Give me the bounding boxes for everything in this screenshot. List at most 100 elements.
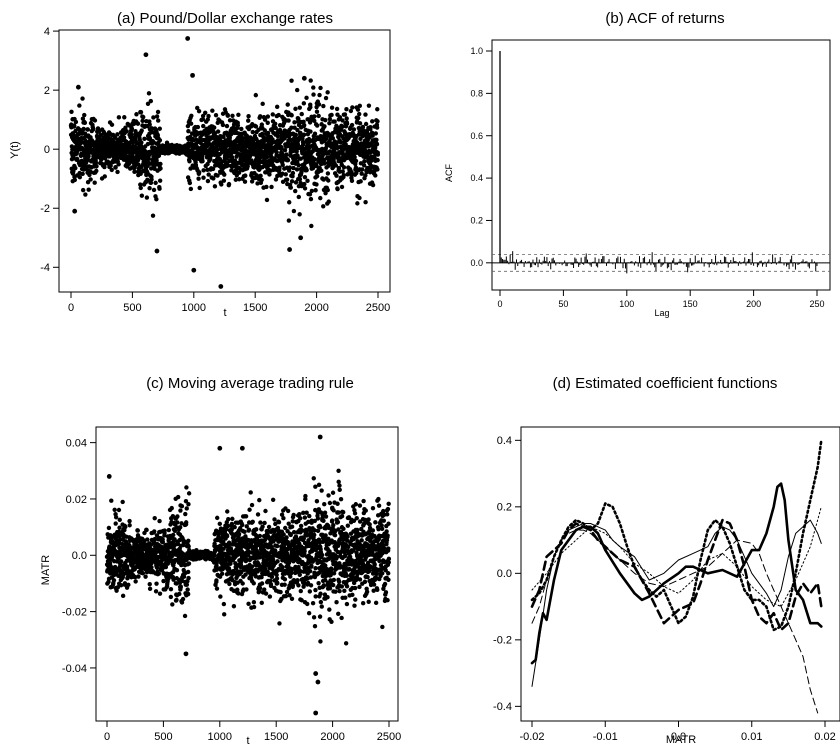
data-point	[217, 521, 222, 527]
data-point	[124, 564, 130, 569]
data-point	[355, 201, 360, 206]
data-point	[304, 167, 309, 173]
data-point	[172, 537, 177, 542]
panel-d-title: (d) Estimated coefficient functions	[553, 375, 778, 392]
data-point	[375, 167, 380, 172]
data-point	[174, 597, 179, 603]
data-point	[129, 126, 135, 131]
data-point	[293, 106, 298, 112]
data-point	[360, 124, 366, 130]
data-point	[246, 527, 252, 532]
data-point	[281, 532, 286, 537]
data-point	[329, 105, 335, 110]
data-point	[357, 121, 363, 126]
data-point	[179, 521, 184, 526]
data-point	[301, 510, 306, 516]
data-point	[317, 92, 322, 98]
data-point	[148, 98, 154, 104]
data-point	[287, 593, 292, 598]
data-point	[314, 182, 319, 187]
data-point	[196, 176, 201, 181]
data-point	[258, 173, 263, 179]
data-point	[277, 165, 282, 170]
data-point	[349, 178, 355, 183]
data-point	[139, 193, 145, 198]
data-point	[359, 167, 365, 172]
data-point	[323, 190, 328, 196]
data-point	[257, 497, 262, 503]
data-point	[289, 524, 295, 529]
data-point	[336, 611, 341, 617]
data-point	[123, 539, 129, 544]
data-point	[246, 118, 251, 123]
data-point	[184, 506, 189, 511]
data-point	[240, 135, 246, 141]
data-point	[335, 501, 340, 506]
data-point	[147, 581, 152, 587]
data-point	[270, 497, 276, 502]
data-point	[144, 195, 150, 200]
data-point	[71, 123, 77, 128]
data-point	[286, 521, 291, 526]
data-point	[363, 112, 368, 117]
data-point	[375, 157, 380, 163]
data-point	[327, 120, 332, 126]
data-point	[262, 520, 267, 526]
data-point	[224, 123, 230, 129]
data-point	[309, 563, 314, 568]
data-point	[270, 557, 276, 562]
data-point	[152, 529, 157, 534]
data-point	[297, 512, 302, 517]
data-point	[334, 140, 339, 145]
data-point	[122, 581, 128, 586]
data-point	[296, 162, 301, 168]
x-tick-label: 0	[497, 299, 502, 309]
data-point	[369, 158, 374, 163]
data-point	[72, 208, 78, 214]
y-tick-label: 0	[44, 144, 50, 156]
data-point	[352, 154, 357, 160]
y-tick-label: 0.8	[470, 89, 483, 99]
data-point	[239, 126, 244, 132]
data-point	[327, 607, 332, 612]
data-point	[170, 602, 175, 607]
data-point	[338, 496, 344, 502]
data-point	[318, 639, 323, 644]
panel-d-xlabel: MATR	[666, 734, 696, 746]
data-point	[282, 577, 288, 582]
data-point	[88, 177, 93, 182]
data-point	[355, 107, 361, 112]
data-point	[285, 102, 290, 107]
data-point	[326, 199, 331, 204]
data-point	[348, 108, 354, 114]
data-point	[112, 507, 117, 512]
data-point	[242, 529, 247, 534]
data-point	[231, 604, 237, 609]
data-point	[260, 524, 265, 529]
data-point	[191, 267, 197, 273]
data-point	[357, 195, 362, 201]
data-point	[285, 508, 291, 514]
data-point	[113, 165, 118, 170]
data-point	[127, 523, 132, 528]
data-point	[268, 583, 274, 589]
data-point	[278, 589, 283, 595]
data-point	[368, 125, 373, 130]
data-point	[212, 553, 217, 559]
data-point	[161, 578, 166, 584]
data-point	[323, 563, 328, 568]
data-point	[339, 513, 345, 519]
data-point	[155, 118, 161, 123]
data-point	[288, 532, 293, 538]
data-point	[341, 510, 346, 515]
data-point	[329, 112, 334, 118]
data-point	[327, 500, 333, 506]
data-point	[138, 182, 143, 187]
x-tick-label: 2000	[320, 731, 344, 743]
panel-b-ylabel: ACF	[444, 163, 454, 182]
data-point	[307, 589, 313, 594]
data-point	[335, 519, 341, 525]
data-point	[109, 498, 114, 503]
data-point	[206, 172, 211, 177]
data-point	[311, 615, 317, 620]
